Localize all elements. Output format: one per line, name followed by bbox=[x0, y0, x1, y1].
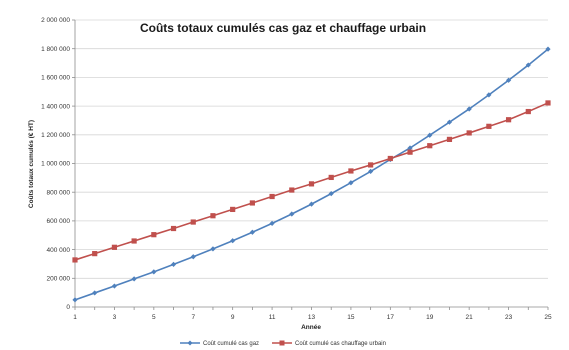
data-point bbox=[210, 246, 216, 252]
y-axis-label: Coûts totaux cumulés (€ HT) bbox=[28, 120, 35, 208]
y-tick-label: 0 bbox=[66, 304, 70, 311]
data-point bbox=[289, 211, 295, 217]
x-tick-label: 13 bbox=[308, 314, 316, 321]
y-tick-label: 2 000 000 bbox=[41, 17, 70, 24]
data-point bbox=[269, 220, 275, 226]
legend-district-heating-marker bbox=[279, 340, 285, 346]
data-point bbox=[545, 46, 551, 52]
x-axis-label: Année bbox=[301, 324, 321, 331]
data-point bbox=[466, 106, 472, 112]
legend-item-gas: Coût cumulé cas gaz bbox=[180, 340, 259, 347]
data-point bbox=[486, 123, 492, 129]
data-point bbox=[269, 193, 275, 200]
y-tick-label: 400 000 bbox=[47, 247, 71, 254]
data-point bbox=[308, 181, 315, 187]
data-point bbox=[190, 219, 196, 225]
data-point bbox=[131, 238, 137, 244]
y-tick-label: 1 600 000 bbox=[41, 75, 70, 82]
series-gas bbox=[72, 46, 551, 303]
y-tick-labels: 0 200 000 400 000 600 000 800 000 1 000 000 1 … bbox=[41, 17, 70, 311]
data-point bbox=[249, 229, 255, 235]
x-tick-label: 11 bbox=[269, 314, 276, 321]
data-point bbox=[368, 162, 374, 168]
data-point bbox=[407, 145, 413, 151]
data-point bbox=[131, 276, 137, 282]
y-tick-label: 1 200 000 bbox=[41, 132, 70, 139]
data-point bbox=[368, 168, 374, 174]
legend-district-heating-label: Coût cumulé cas chauffage urbain bbox=[295, 341, 386, 347]
data-point bbox=[446, 136, 453, 142]
x-tick-label: 19 bbox=[426, 314, 434, 321]
x-tick-label: 21 bbox=[466, 314, 474, 321]
data-point bbox=[387, 155, 393, 162]
data-point bbox=[328, 174, 334, 181]
data-point bbox=[525, 62, 531, 68]
x-tick-label: 17 bbox=[387, 314, 395, 321]
data-point bbox=[505, 77, 512, 83]
chart-title: Coûts totaux cumulés cas gaz et chauffag… bbox=[140, 21, 426, 35]
data-point bbox=[72, 297, 78, 303]
data-point bbox=[111, 283, 118, 289]
data-point bbox=[92, 251, 98, 257]
data-point bbox=[249, 200, 255, 206]
x-tick-label: 23 bbox=[505, 314, 513, 321]
legend-gas-marker bbox=[187, 340, 193, 346]
data-point bbox=[151, 269, 157, 275]
data-point bbox=[348, 180, 354, 186]
data-point bbox=[486, 92, 492, 98]
legend: Coût cumulé cas gaz Coût cumulé cas chau… bbox=[180, 340, 386, 347]
y-tick-label: 1 800 000 bbox=[41, 46, 70, 53]
data-point bbox=[230, 206, 236, 213]
gridlines bbox=[72, 19, 549, 310]
data-point bbox=[427, 143, 433, 149]
data-point bbox=[111, 244, 118, 250]
y-tick-label: 200 000 bbox=[47, 276, 71, 283]
data-point bbox=[328, 191, 334, 197]
y-tick-label: 1 400 000 bbox=[41, 103, 70, 110]
data-series bbox=[72, 46, 551, 303]
data-point bbox=[230, 238, 236, 244]
x-tick-label: 7 bbox=[191, 314, 195, 321]
y-tick-label: 1 000 000 bbox=[41, 161, 70, 168]
y-tick-label: 800 000 bbox=[47, 189, 71, 196]
data-point bbox=[92, 290, 98, 296]
x-tick-label: 3 bbox=[113, 314, 117, 321]
data-point bbox=[525, 108, 531, 115]
data-point bbox=[466, 130, 472, 136]
x-tick-labels: 1 3 5 7 9 11 13 15 17 19 21 23 25 bbox=[73, 314, 552, 321]
data-point bbox=[545, 100, 551, 106]
data-point bbox=[427, 132, 433, 138]
series-line bbox=[74, 48, 549, 301]
data-point bbox=[505, 117, 512, 123]
x-tick-label: 25 bbox=[544, 314, 552, 321]
legend-item-district-heating: Coût cumulé cas chauffage urbain bbox=[272, 340, 386, 347]
data-point bbox=[170, 261, 177, 267]
legend-gas-label: Coût cumulé cas gaz bbox=[203, 341, 259, 347]
x-tick-label: 5 bbox=[152, 314, 156, 321]
x-tick-label: 1 bbox=[73, 314, 77, 321]
data-point bbox=[289, 187, 295, 193]
series-district-heating bbox=[72, 100, 551, 263]
data-point bbox=[72, 257, 78, 263]
data-point bbox=[348, 168, 354, 174]
data-point bbox=[190, 254, 196, 260]
data-point bbox=[170, 225, 177, 232]
x-tick-label: 9 bbox=[231, 314, 235, 321]
data-point bbox=[210, 213, 216, 219]
data-point bbox=[151, 232, 157, 238]
data-point bbox=[446, 119, 453, 125]
y-tick-label: 600 000 bbox=[47, 218, 71, 225]
x-tick-label: 15 bbox=[347, 314, 355, 321]
data-point bbox=[407, 149, 413, 155]
data-point bbox=[308, 201, 315, 207]
